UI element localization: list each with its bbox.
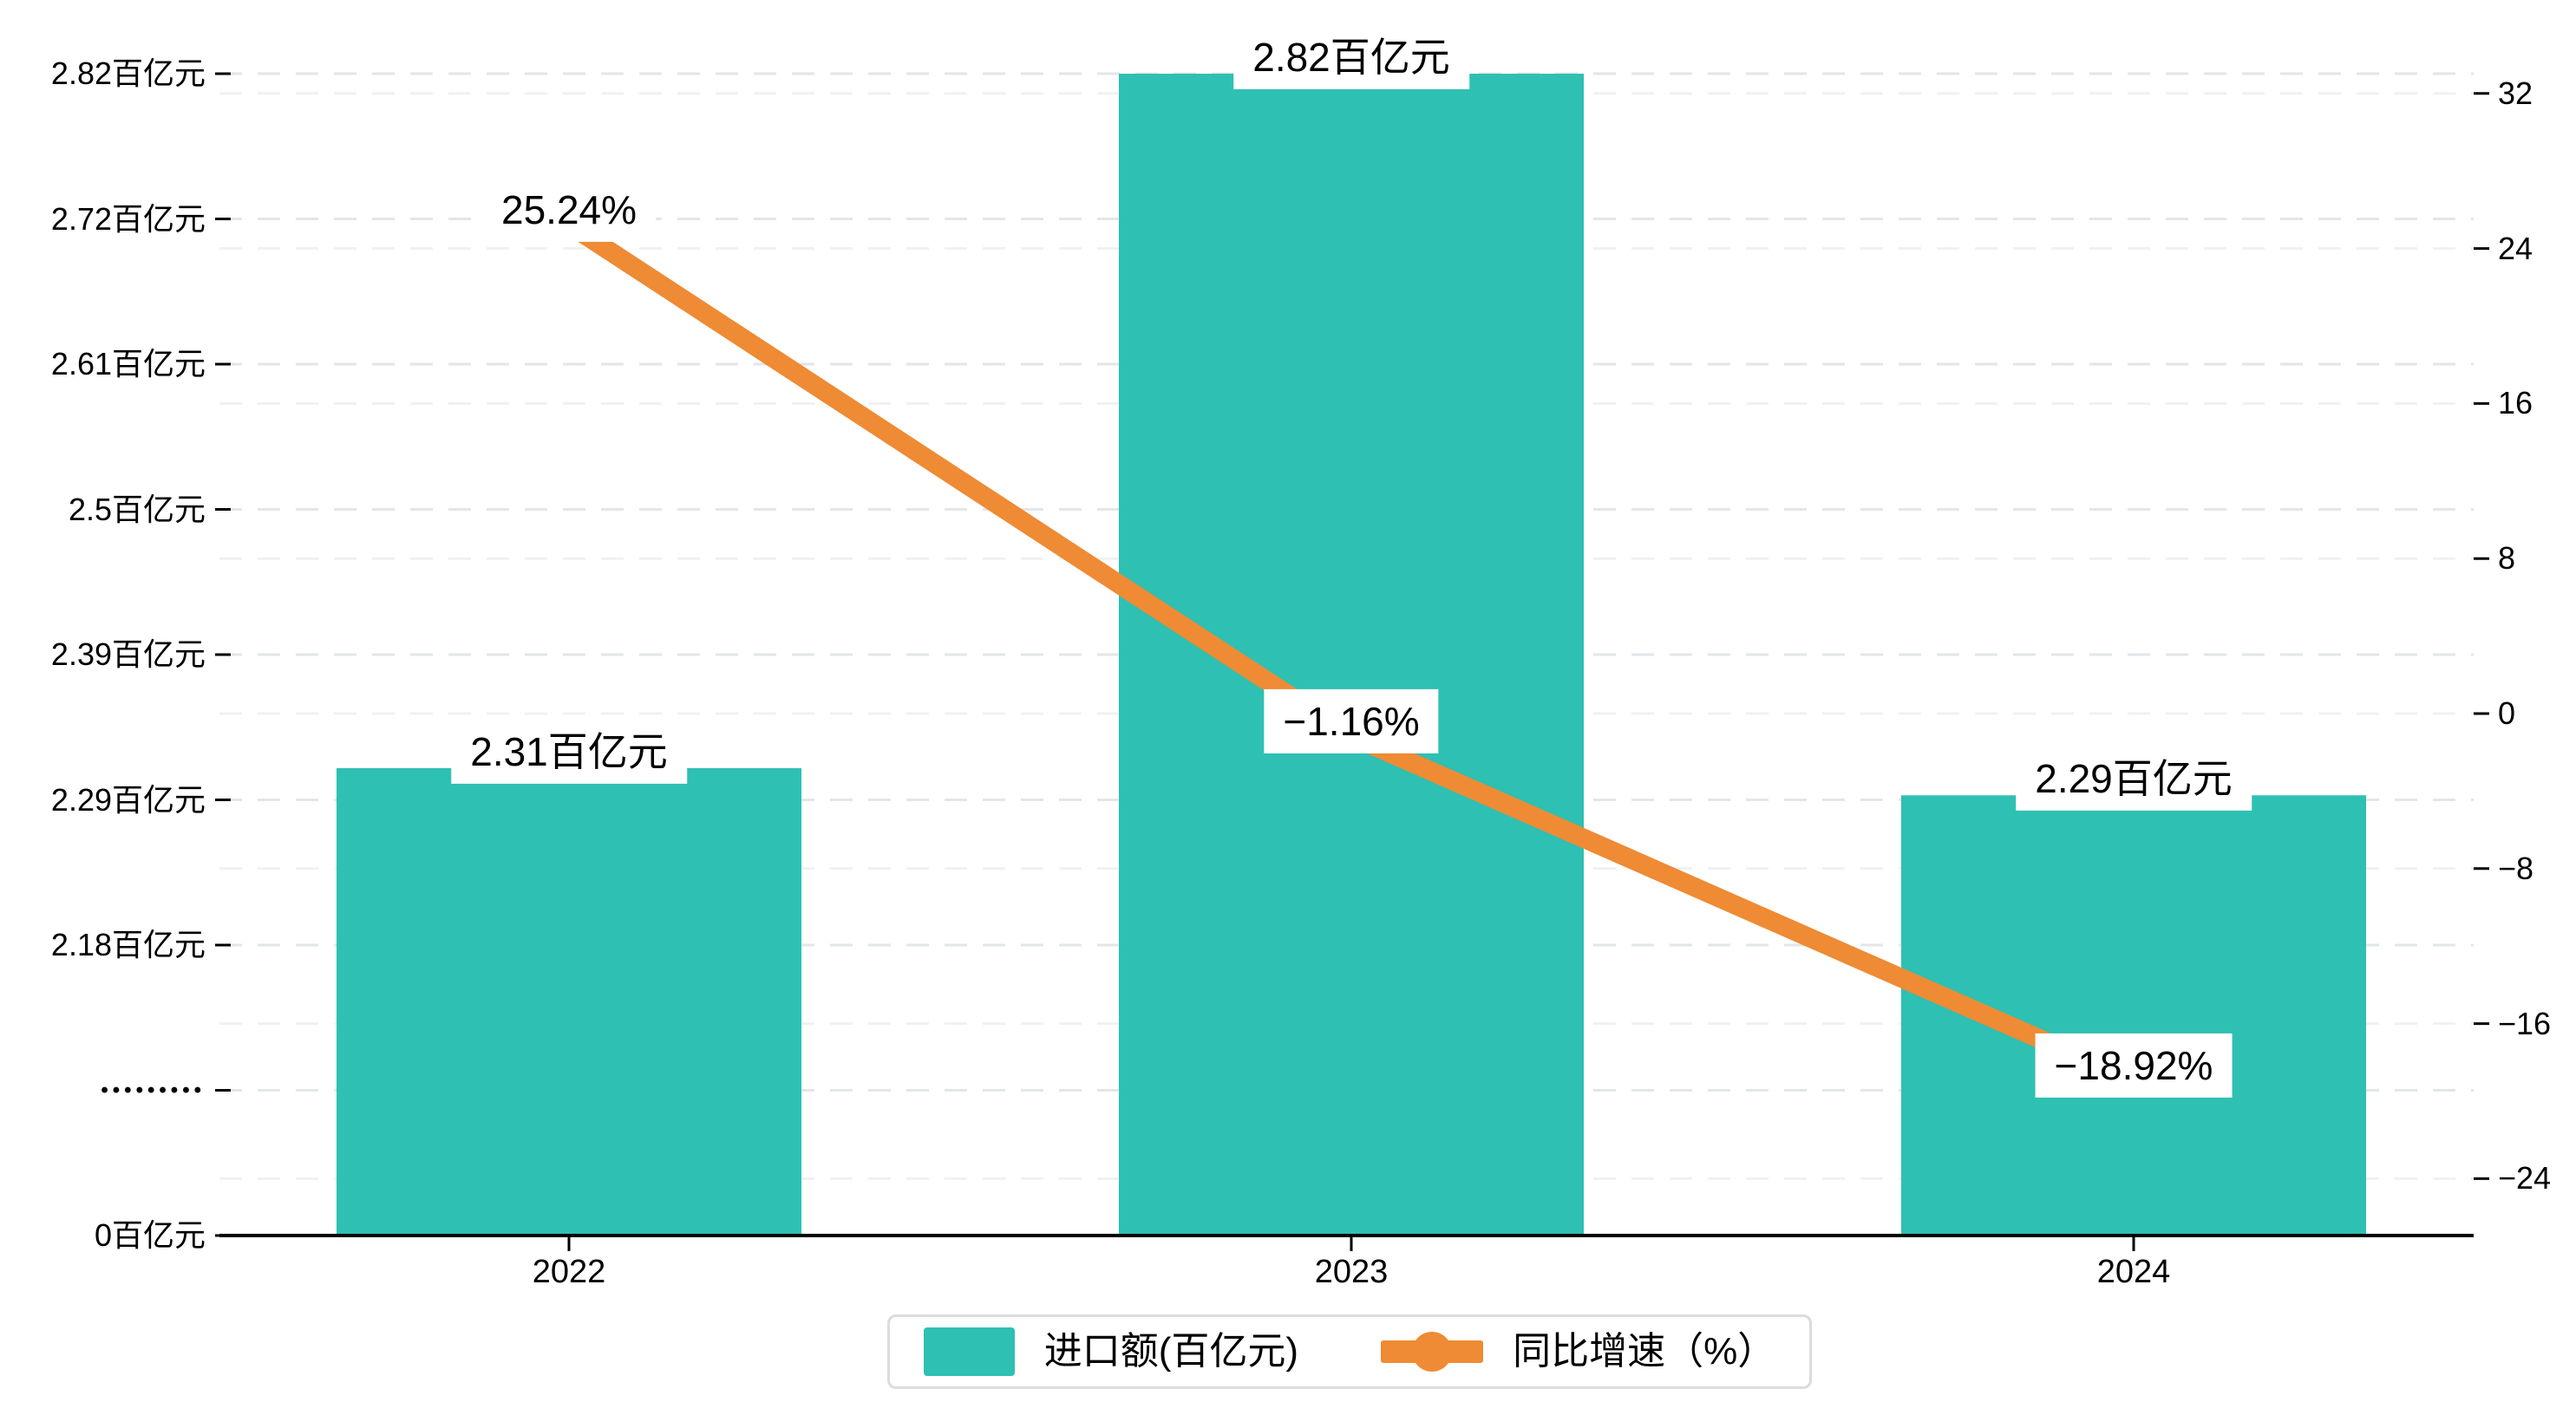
bar-2023 xyxy=(1119,74,1584,1236)
bar-series-swatch-icon xyxy=(923,1327,1015,1376)
bar-series xyxy=(337,74,2366,1236)
legend-label-import-value: 进口额(百亿元) xyxy=(1043,1330,1299,1373)
legend-item-import-value[interactable]: 进口额(百亿元) xyxy=(923,1327,1299,1376)
axis-ticks xyxy=(215,72,2489,1251)
legend: 进口额(百亿元) 同比增速（%） xyxy=(887,1314,1812,1389)
bar-2022 xyxy=(337,767,801,1236)
line-series-marker-icon xyxy=(1381,1332,1484,1372)
legend-label-growth-rate: 同比增速（%） xyxy=(1513,1330,1776,1373)
legend-item-growth-rate[interactable]: 同比增速（%） xyxy=(1381,1332,1775,1372)
